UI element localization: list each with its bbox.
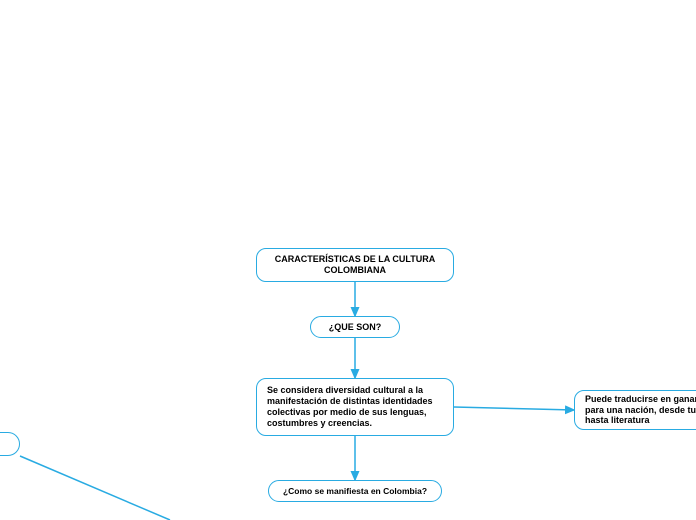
node-como[interactable]: ¿Como se manifiesta en Colombia? <box>268 480 442 502</box>
node-definition[interactable]: Se considera diversidad cultural a la ma… <box>256 378 454 436</box>
node-como-label: ¿Como se manifiesta en Colombia? <box>283 486 427 496</box>
node-left-partial[interactable] <box>0 432 20 456</box>
node-que-label: ¿QUE SON? <box>329 322 382 333</box>
node-right[interactable]: Puede traducirse en ganancias para una n… <box>574 390 696 430</box>
node-root-label: CARACTERÍSTICAS DE LA CULTURA COLOMBIANA <box>267 254 443 276</box>
node-def-label: Se considera diversidad cultural a la ma… <box>267 385 443 428</box>
node-root[interactable]: CARACTERÍSTICAS DE LA CULTURA COLOMBIANA <box>256 248 454 282</box>
node-right-label: Puede traducirse en ganancias para una n… <box>585 394 696 426</box>
node-que-son[interactable]: ¿QUE SON? <box>310 316 400 338</box>
